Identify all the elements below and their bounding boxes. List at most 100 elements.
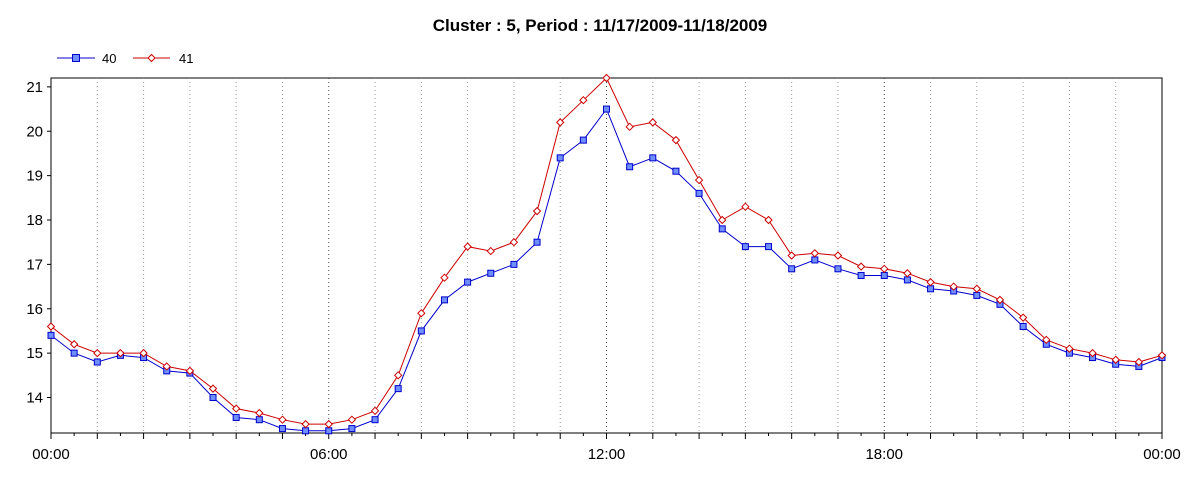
point-marker: [417, 327, 425, 335]
point-marker: [464, 278, 472, 286]
point-marker: [348, 425, 356, 433]
point-marker: [487, 269, 495, 277]
point-marker: [973, 291, 981, 299]
y-tick-label: 18: [26, 212, 43, 229]
x-axis: 00:00 06:00 12:00 18:00 00:00: [32, 433, 1181, 463]
point-marker: [139, 348, 148, 358]
point-marker: [602, 73, 611, 83]
chart-title: Cluster : 5, Period : 11/17/2009-11/18/2…: [433, 16, 768, 35]
point-marker: [927, 285, 935, 293]
point-marker: [255, 416, 263, 424]
point-marker: [626, 163, 634, 171]
point-marker: [232, 413, 240, 421]
legend-marker-41: [147, 53, 156, 63]
y-tick-label: 21: [26, 79, 43, 96]
point-marker: [949, 282, 958, 291]
point-marker: [903, 269, 912, 278]
point-marker: [718, 215, 727, 225]
point-marker: [532, 206, 542, 216]
point-marker: [278, 425, 286, 433]
y-tick-label: 19: [26, 168, 43, 185]
point-marker: [718, 225, 726, 233]
point-marker: [834, 265, 842, 273]
point-marker: [556, 154, 564, 162]
point-marker: [810, 249, 820, 258]
y-axis: 14 15 16 17 18 19 20 21: [26, 79, 51, 407]
point-marker: [671, 135, 681, 145]
point-marker: [765, 243, 773, 251]
y-tick-label: 20: [26, 123, 43, 140]
point-marker: [625, 122, 634, 132]
point-marker: [788, 265, 796, 273]
y-tick-label: 15: [26, 345, 43, 362]
point-marker: [255, 408, 264, 418]
y-tick-label: 17: [26, 256, 43, 273]
point-marker: [69, 340, 79, 349]
point-marker: [509, 237, 519, 247]
point-marker: [325, 427, 333, 435]
point-marker: [672, 167, 680, 175]
point-marker: [741, 243, 749, 251]
point-marker: [370, 406, 380, 416]
point-marker: [46, 322, 56, 331]
legend-marker-40: [72, 54, 80, 62]
point-marker: [694, 175, 704, 185]
point-marker: [579, 136, 587, 144]
series-41: [46, 73, 1167, 429]
point-marker: [278, 415, 287, 424]
point-marker: [185, 366, 195, 376]
point-marker: [440, 296, 448, 304]
point-marker: [695, 189, 703, 197]
point-marker: [833, 251, 843, 260]
point-marker: [880, 271, 888, 279]
legend: 40 41: [57, 51, 193, 66]
point-marker: [231, 404, 241, 413]
point-marker: [1111, 355, 1120, 364]
point-marker: [394, 385, 402, 393]
point-marker: [393, 371, 403, 380]
point-marker: [649, 154, 657, 162]
x-tick-label: 06:00: [310, 446, 348, 463]
point-marker: [93, 348, 102, 358]
point-marker: [70, 349, 78, 357]
point-marker: [533, 238, 541, 246]
point-marker: [1019, 323, 1027, 330]
x-tick-label: 00:00: [32, 446, 70, 463]
point-marker: [486, 246, 495, 256]
point-marker: [1088, 348, 1097, 358]
legend-label-40: 40: [102, 51, 116, 66]
point-marker: [880, 264, 889, 274]
point-marker: [510, 260, 518, 268]
x-tick-label: 18:00: [865, 446, 903, 463]
point-marker: [347, 415, 357, 424]
point-marker: [47, 331, 55, 339]
point-marker: [324, 419, 333, 429]
point-marker: [556, 118, 565, 127]
point-marker: [463, 242, 472, 251]
point-marker: [764, 215, 773, 225]
point-marker: [648, 118, 657, 127]
point-marker: [741, 202, 750, 211]
point-marker: [603, 105, 610, 113]
point-marker: [162, 362, 171, 371]
point-marker: [995, 295, 1005, 305]
point-marker: [1065, 344, 1074, 353]
point-marker: [579, 95, 588, 105]
point-marker: [301, 419, 310, 429]
series-layer: [46, 73, 1167, 435]
point-marker: [1157, 351, 1167, 360]
point-marker: [417, 308, 426, 318]
point-marker: [116, 348, 125, 358]
point-marker: [93, 358, 101, 366]
point-marker: [857, 271, 865, 279]
point-marker: [811, 256, 819, 264]
point-marker: [208, 384, 218, 393]
point-marker: [1042, 335, 1051, 345]
x-tick-label: 00:00: [1143, 446, 1181, 463]
legend-item-40: 40: [57, 51, 116, 66]
legend-label-41: 41: [179, 51, 193, 66]
x-tick-label: 12:00: [588, 446, 626, 463]
plot-area: [50, 77, 1163, 434]
y-tick-label: 14: [26, 390, 43, 407]
